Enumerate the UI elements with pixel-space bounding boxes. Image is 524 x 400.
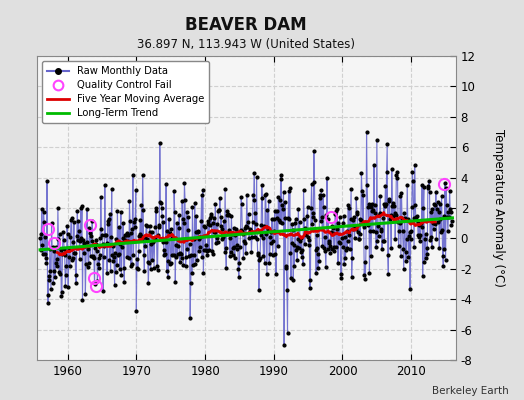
Legend: Raw Monthly Data, Quality Control Fail, Five Year Moving Average, Long-Term Tren: Raw Monthly Data, Quality Control Fail, …	[42, 61, 209, 123]
Y-axis label: Temperature Anomaly (°C): Temperature Anomaly (°C)	[493, 129, 506, 287]
Text: Berkeley Earth: Berkeley Earth	[432, 386, 508, 396]
Text: 36.897 N, 113.943 W (United States): 36.897 N, 113.943 W (United States)	[137, 38, 355, 51]
Text: BEAVER DAM: BEAVER DAM	[185, 16, 307, 34]
